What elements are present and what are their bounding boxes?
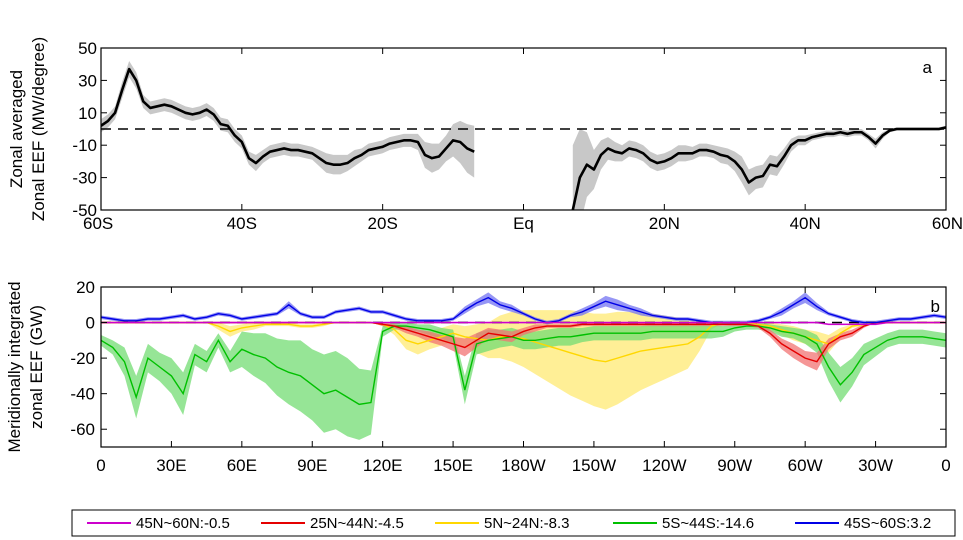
- panel-a-data: [101, 60, 946, 210]
- panel-b-band-3: [101, 310, 946, 410]
- panel-b-ylabel-line-2: zonal EEF (GW): [27, 305, 46, 429]
- panel-b-xtick-label: 150E: [433, 456, 473, 475]
- legend-label-5: 45S~60S:3.2: [844, 515, 931, 532]
- panel-b-xtick-label: 90W: [717, 456, 752, 475]
- panel-a-xtick-label: 60N: [932, 214, 963, 233]
- panel-b-band-5: [101, 292, 946, 325]
- legend-label-3: 5N~24N:-8.3: [484, 515, 569, 532]
- panel-a-xtick-label: 40N: [790, 214, 821, 233]
- panel-b-ytick-label: -40: [70, 385, 95, 404]
- panel-a-ytick-label: -10: [72, 136, 97, 155]
- legend-label-1: 45N~60N:-0.5: [136, 515, 230, 532]
- panel-b-ylabel: Meridionally integrated zonal EEF (GW): [5, 281, 46, 452]
- panel-a-ylabel: Zonal averaged Zonal EEF (MW/degree): [7, 37, 48, 221]
- panel-b-xtick-label: 30E: [156, 456, 186, 475]
- panel-a-uncertainty-band-2: [572, 125, 946, 210]
- panel-a-ytick-label: 50: [78, 39, 97, 58]
- panel-a-ytick-label: -30: [72, 169, 97, 188]
- panel-b-band-4: [101, 322, 946, 440]
- panel-b-xtick-label: 60E: [227, 456, 257, 475]
- panel-b-ytick-label: 20: [76, 278, 95, 297]
- panel-b-ytick-label: 0: [86, 314, 95, 333]
- panel-b-series-line-5: [101, 296, 946, 324]
- panel-a-ylabel-line-1: Zonal averaged: [7, 70, 26, 188]
- panel-b-xtick-label: 180W: [501, 456, 545, 475]
- panel-a-ytick-label: 10: [78, 104, 97, 123]
- panel-a: -50 -30 -10 10 30 50 60S 40S 20S Eq 20N 40N 60N a Z…: [7, 37, 963, 233]
- panel-b-letter: b: [931, 297, 940, 316]
- panel-b-series-line-4: [101, 325, 946, 406]
- panel-b-series-line-1: [101, 321, 946, 326]
- legend-label-4: 5S~44S:-14.6: [662, 515, 754, 532]
- panel-a-xtick-label: Eq: [513, 214, 534, 233]
- panel-a-xtick-label: 20N: [649, 214, 680, 233]
- panel-b-ytick-label: -20: [70, 349, 95, 368]
- panel-a-y-ticks: -50 -30 -10 10 30 50: [72, 39, 946, 220]
- panel-b-xtick-label: 0: [96, 456, 105, 475]
- panel-a-series-line-2: [571, 126, 946, 210]
- panel-a-ytick-label: -50: [72, 201, 97, 220]
- panel-b-xtick-label: 120W: [642, 456, 686, 475]
- panel-a-xtick-label: 40S: [227, 214, 257, 233]
- panel-b-x-ticks: 0 30E 60E 90E 120E 150E 180W 150W 120W 90W 60W 30W 0: [96, 287, 951, 475]
- panel-a-xtick-label: 20S: [368, 214, 398, 233]
- panel-b: -60 -40 -20 0 20 0 30E 60E 90E 120E 150E 180W 150W 1…: [5, 278, 951, 475]
- panel-a-letter: a: [923, 58, 933, 77]
- legend-items: 45N~60N:-0.5 25N~44N:-4.5 5N~24N:-8.3 5S~44…: [87, 515, 931, 532]
- panel-b-ytick-label: -60: [70, 420, 95, 439]
- panel-b-xtick-label: 90E: [297, 456, 327, 475]
- panel-b-y-ticks: -60 -40 -20 0 20: [70, 278, 946, 439]
- panel-b-xtick-label: 150W: [572, 456, 616, 475]
- panel-b-xtick-label: 30W: [858, 456, 893, 475]
- panel-a-uncertainty-band-1: [101, 60, 475, 178]
- legend: 45N~60N:-0.5 25N~44N:-4.5 5N~24N:-8.3 5S~44…: [71, 509, 956, 537]
- panel-a-series-line-1: [101, 67, 475, 166]
- panel-b-xtick-label: 60W: [788, 456, 823, 475]
- panel-b-data: [101, 292, 946, 440]
- panel-b-xtick-label: 120E: [363, 456, 403, 475]
- panel-b-ylabel-line-1: Meridionally integrated: [5, 281, 24, 452]
- legend-label-2: 25N~44N:-4.5: [310, 515, 404, 532]
- panel-b-xtick-label: 0: [941, 456, 950, 475]
- panel-a-x-ticks: 60S 40S 20S Eq 20N 40N 60N: [83, 48, 963, 233]
- panel-a-ylabel-line-2: Zonal EEF (MW/degree): [29, 37, 48, 221]
- panel-a-xtick-label: 60S: [83, 214, 113, 233]
- panel-a-ytick-label: 30: [78, 71, 97, 90]
